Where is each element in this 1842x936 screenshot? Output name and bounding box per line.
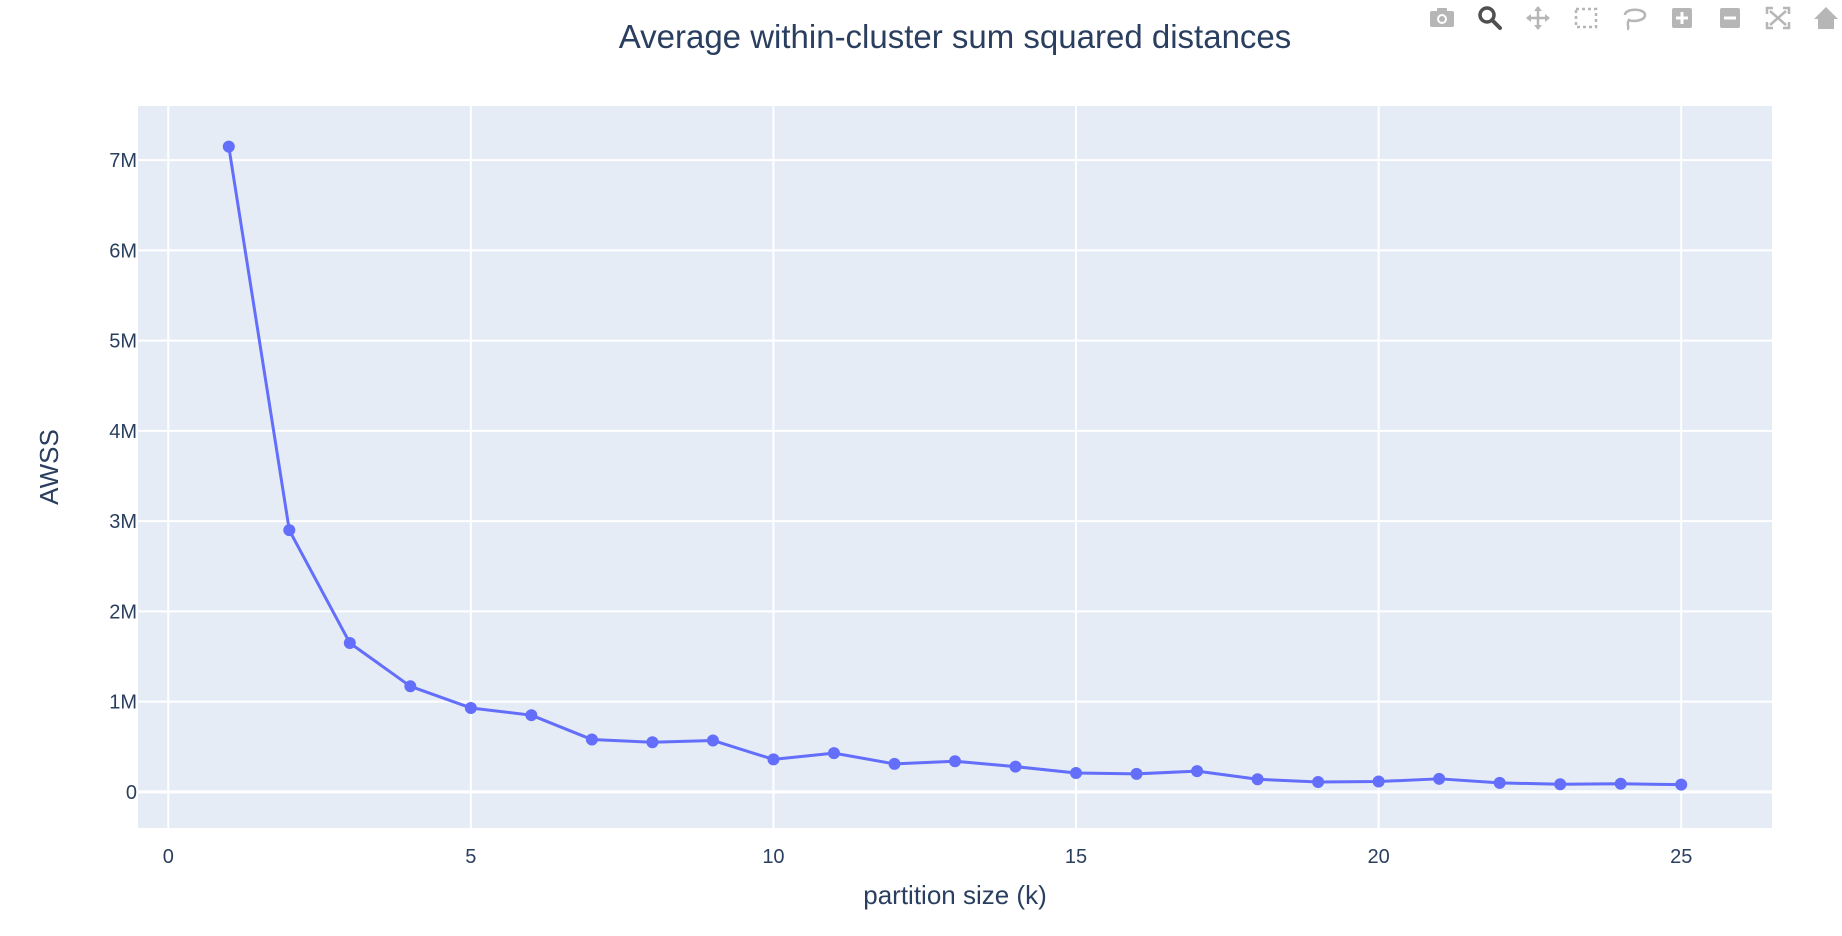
y-tick-label: 5M bbox=[109, 331, 137, 353]
data-point[interactable] bbox=[827, 747, 840, 760]
camera-icon[interactable] bbox=[1426, 4, 1458, 32]
autoscale-icon[interactable] bbox=[1762, 4, 1794, 32]
data-point[interactable] bbox=[1251, 773, 1264, 786]
x-tick-label: 10 bbox=[762, 846, 784, 868]
data-point[interactable] bbox=[222, 140, 235, 153]
series-layer bbox=[222, 140, 1688, 791]
data-point[interactable] bbox=[585, 733, 598, 746]
data-point[interactable] bbox=[464, 701, 477, 714]
data-point[interactable] bbox=[404, 680, 417, 693]
reset-axes-icon[interactable] bbox=[1810, 4, 1842, 32]
x-tick-label: 20 bbox=[1368, 846, 1390, 868]
lasso-select-icon[interactable] bbox=[1618, 4, 1650, 32]
y-tick-label: 2M bbox=[109, 601, 137, 623]
zoom-out-icon[interactable] bbox=[1714, 4, 1746, 32]
y-axis: 0 1M 2M 3M 4M 5M 6M 7M bbox=[109, 150, 137, 804]
plot-area[interactable] bbox=[138, 106, 1772, 828]
data-point[interactable] bbox=[1433, 772, 1446, 785]
data-point[interactable] bbox=[1191, 765, 1204, 778]
y-tick-label: 6M bbox=[109, 240, 137, 262]
y-tick-label: 3M bbox=[109, 511, 137, 533]
data-point[interactable] bbox=[1009, 760, 1022, 773]
data-point[interactable] bbox=[1554, 778, 1567, 791]
x-tick-label: 15 bbox=[1065, 846, 1087, 868]
y-tick-label: 7M bbox=[109, 150, 137, 172]
data-point[interactable] bbox=[1614, 777, 1627, 790]
data-point[interactable] bbox=[1070, 766, 1083, 779]
pan-icon[interactable] bbox=[1522, 4, 1554, 32]
x-tick-label: 5 bbox=[465, 846, 476, 868]
data-point[interactable] bbox=[646, 736, 659, 749]
data-point[interactable] bbox=[1493, 776, 1506, 789]
chart-title: Average within-cluster sum squared dista… bbox=[619, 18, 1292, 55]
data-point[interactable] bbox=[767, 753, 780, 766]
data-point[interactable] bbox=[1130, 767, 1143, 780]
grid bbox=[138, 106, 1772, 828]
data-point[interactable] bbox=[949, 755, 961, 768]
box-select-icon[interactable] bbox=[1570, 4, 1602, 32]
data-point[interactable] bbox=[283, 524, 296, 537]
y-tick-label: 4M bbox=[109, 421, 137, 443]
x-axis-title: partition size (k) bbox=[863, 880, 1047, 910]
data-point[interactable] bbox=[706, 734, 719, 747]
y-tick-label: 1M bbox=[109, 692, 137, 714]
data-point[interactable] bbox=[888, 757, 901, 770]
y-axis-title: AWSS bbox=[34, 429, 64, 505]
zoom-in-icon[interactable] bbox=[1666, 4, 1698, 32]
modebar bbox=[1426, 4, 1842, 32]
data-point[interactable] bbox=[525, 709, 538, 722]
zoom-icon[interactable] bbox=[1474, 4, 1506, 32]
data-point[interactable] bbox=[1372, 775, 1385, 788]
x-tick-label: 0 bbox=[163, 846, 174, 868]
data-point[interactable] bbox=[1675, 778, 1688, 791]
data-point[interactable] bbox=[343, 636, 356, 649]
x-tick-label: 25 bbox=[1670, 846, 1692, 868]
data-point[interactable] bbox=[1312, 775, 1325, 788]
y-tick-label: 0 bbox=[126, 782, 137, 804]
x-axis: 0 5 10 15 20 25 bbox=[163, 846, 1693, 868]
